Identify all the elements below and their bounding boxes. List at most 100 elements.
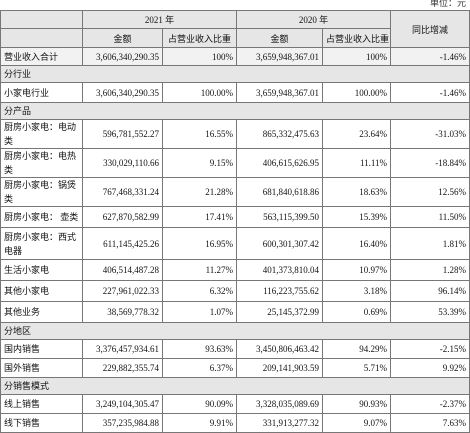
value-cell: 767,468,331.24 — [82, 177, 163, 207]
value-cell: 596,781,552.27 — [82, 119, 163, 149]
header-cell: 金额 — [82, 28, 163, 48]
header-row: 2021 年 2020 年 同比增减 — [0, 10, 470, 48]
value-cell: 38,569,778.32 — [82, 301, 163, 323]
value-cell: 10.97% — [322, 259, 392, 281]
value-cell: 5.71% — [322, 358, 392, 378]
value-cell: 3,450,806,463.42 — [236, 339, 324, 359]
value-cell: 406,514,487.28 — [82, 259, 163, 281]
row-label: 国内销售 — [0, 339, 83, 359]
value-cell: 229,882,355.74 — [82, 358, 163, 378]
value-cell: 11.11% — [322, 148, 392, 178]
value-cell: -1.46% — [390, 47, 470, 66]
value-cell: 9.07% — [322, 413, 392, 433]
row-label: 厨房小家电：电动类 — [0, 119, 83, 149]
value-cell: 16.40% — [322, 227, 392, 260]
data-row: 厨房小家电：电热类 330,029,110.66 9.15% 406,615,626.… — [0, 148, 470, 178]
row-label: 营业收入合计 — [0, 47, 83, 66]
row-label: 小家电行业 — [0, 82, 83, 103]
row-label: 厨房小家电：锅煲类 — [0, 177, 83, 207]
value-cell: 331,913,277.32 — [236, 413, 324, 433]
value-cell: -2.15% — [390, 339, 470, 359]
value-cell: 94.29% — [322, 339, 392, 359]
value-cell: 96.14% — [390, 280, 470, 302]
data-row: 厨房小家电：西式电器 611,145,425.26 16.95% 600,301,30… — [0, 227, 470, 260]
header-cell — [0, 28, 83, 48]
data-row: 小家电行业 3,606,340,290.35 100.00% 3,659,948,36… — [0, 82, 470, 103]
data-row: 其他业务 38,569,778.32 1.07% 25,145,372.99 0.69%… — [0, 301, 470, 323]
value-cell: 53.39% — [390, 301, 470, 323]
value-cell: 611,145,425.26 — [82, 227, 163, 260]
table-body: 2021 年 2020 年 同比增减 金额 占营业收入比重 金额 占营业收入比重… — [0, 10, 470, 433]
data-row: 营业收入合计 3,606,340,290.35 100% 3,659,948,367.… — [0, 47, 470, 66]
section-label: 分地区 — [0, 322, 470, 340]
value-cell: 100.00% — [322, 82, 392, 103]
header-cell: 占营业收入比重 — [161, 28, 238, 48]
row-label: 厨房小家电： 壶类 — [0, 206, 83, 228]
value-cell: 11.50% — [390, 206, 470, 228]
value-cell: 15.39% — [322, 206, 392, 228]
value-cell: 6.37% — [161, 358, 238, 378]
value-cell: 209,141,903.59 — [236, 358, 324, 378]
header-cell: 同比增减 — [390, 10, 470, 48]
value-cell: 627,870,582.99 — [82, 206, 163, 228]
value-cell: 93.63% — [161, 339, 238, 359]
data-row: 厨房小家电：锅煲类 767,468,331.24 21.28% 681,840,618… — [0, 177, 470, 207]
value-cell: 3,376,457,934.61 — [82, 339, 163, 359]
header-cell: 2020 年 — [236, 10, 392, 29]
value-cell: 7.63% — [390, 413, 470, 433]
data-row: 生活小家电 406,514,487.28 11.27% 401,373,810.04 1… — [0, 259, 470, 281]
value-cell: 25,145,372.99 — [236, 301, 324, 323]
header-cell: 金额 — [236, 28, 324, 48]
value-cell: 9.15% — [161, 148, 238, 178]
value-cell: 3,606,340,290.35 — [82, 47, 163, 66]
value-cell: 100% — [161, 47, 238, 66]
value-cell: 600,301,307.42 — [236, 227, 324, 260]
value-cell: -1.46% — [390, 82, 470, 103]
value-cell: 330,029,110.66 — [82, 148, 163, 178]
value-cell: 681,840,618.86 — [236, 177, 324, 207]
value-cell: 9.92% — [390, 358, 470, 378]
value-cell: 16.55% — [161, 119, 238, 149]
section-row: 分产品 — [0, 102, 470, 120]
section-row: 分行业 — [0, 65, 470, 83]
unit-note: 单位：元 — [429, 0, 466, 8]
row-label: 其他小家电 — [0, 280, 83, 302]
value-cell: 116,223,755.62 — [236, 280, 324, 302]
value-cell: 21.28% — [161, 177, 238, 207]
value-cell: 3,659,948,367.01 — [236, 82, 324, 103]
value-cell: 100.00% — [161, 82, 238, 103]
value-cell: 401,373,810.04 — [236, 259, 324, 281]
value-cell: 11.27% — [161, 259, 238, 281]
data-row: 线下销售 357,235,984.88 9.91% 331,913,277.32 9.0… — [0, 413, 470, 433]
value-cell: 0.69% — [322, 301, 392, 323]
value-cell: 1.07% — [161, 301, 238, 323]
row-label: 生活小家电 — [0, 259, 83, 281]
value-cell: 865,332,475.63 — [236, 119, 324, 149]
value-cell: 23.64% — [322, 119, 392, 149]
value-cell: -31.03% — [390, 119, 470, 149]
value-cell: 3,606,340,290.35 — [82, 82, 163, 103]
value-cell: 1.81% — [390, 227, 470, 260]
value-cell: 3.18% — [322, 280, 392, 302]
section-label: 分产品 — [0, 102, 470, 120]
value-cell: 18.63% — [322, 177, 392, 207]
section-label: 分行业 — [0, 65, 470, 83]
data-row: 其他小家电 227,961,022.33 6.32% 116,223,755.62 3.… — [0, 280, 470, 302]
value-cell: -18.84% — [390, 148, 470, 178]
value-cell: 357,235,984.88 — [82, 413, 163, 433]
header-row: 金额 占营业收入比重 金额 占营业收入比重 — [0, 28, 470, 48]
value-cell: 100% — [322, 47, 392, 66]
row-label: 厨房小家电：西式电器 — [0, 227, 83, 260]
section-label: 分销售模式 — [0, 377, 470, 395]
value-cell: 17.41% — [161, 206, 238, 228]
header-cell: 占营业收入比重 — [322, 28, 392, 48]
row-label: 国外销售 — [0, 358, 83, 378]
row-label: 其他业务 — [0, 301, 83, 323]
value-cell: 6.32% — [161, 280, 238, 302]
value-cell: 12.56% — [390, 177, 470, 207]
row-label: 线下销售 — [0, 413, 83, 433]
value-cell: 9.91% — [161, 413, 238, 433]
value-cell: 16.95% — [161, 227, 238, 260]
data-row: 厨房小家电：电动类 596,781,552.27 16.55% 865,332,475… — [0, 119, 470, 149]
